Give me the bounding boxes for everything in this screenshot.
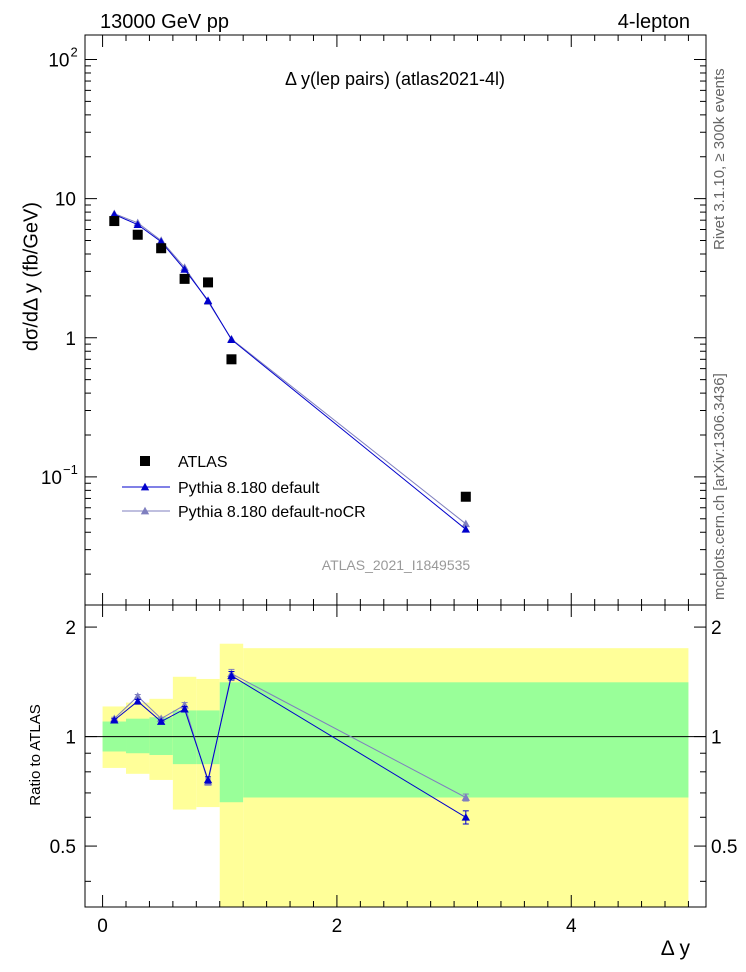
legend-label: ATLAS xyxy=(178,454,228,471)
x-tick-label: 0 xyxy=(97,916,108,937)
ratio-point xyxy=(133,697,142,705)
data-point xyxy=(227,335,236,343)
y-tick-label: 2 xyxy=(65,618,76,639)
y-tick-label: 10 xyxy=(41,468,62,489)
y-tick-label-right: 0.5 xyxy=(711,837,737,858)
y-tick-label: 0.5 xyxy=(50,837,76,858)
y-tick-label-right: 1 xyxy=(711,728,722,749)
data-point xyxy=(461,519,471,528)
data-point xyxy=(461,525,471,533)
uncertainty-bands xyxy=(85,643,706,907)
data-point xyxy=(133,220,142,229)
ratio-frame xyxy=(84,604,707,908)
data-point xyxy=(226,354,237,365)
legend-marker xyxy=(140,506,150,515)
x-axis-label: Δ y xyxy=(661,937,691,960)
rivet-side-label: Rivet 3.1.10, ≥ 300k events xyxy=(711,68,728,250)
y-tick-label: 10 xyxy=(55,190,76,211)
x-tick-label: 2 xyxy=(332,916,343,937)
legend-item: Pythia 8.180 default xyxy=(122,480,320,497)
data-point xyxy=(179,273,190,284)
y-tick-label: 10 xyxy=(48,50,69,71)
inner-band xyxy=(196,710,220,765)
energy-label: 13000 GeV pp xyxy=(100,11,229,33)
mcplots-side-label: mcplots.cern.ch [arXiv:1306.3436] xyxy=(711,373,728,600)
legend-item: Pythia 8.180 default-noCR xyxy=(122,504,366,521)
main-y-axis-label: dσ/dΔ y (fb/GeV) xyxy=(20,202,42,351)
ratio-y-axis-label: Ratio to ATLAS xyxy=(27,704,44,805)
main-title: Δ y(lep pairs) (atlas2021-4l) xyxy=(285,69,505,89)
data-point xyxy=(156,243,167,254)
y-tick-label-exponent: 2 xyxy=(71,44,78,59)
ratio-point xyxy=(203,775,213,784)
data-point xyxy=(132,229,143,240)
data-point xyxy=(110,210,119,218)
ratio-panel: 0.5 0.5 1 1 2 2 0 2 4 Ratio to ATLAS Δ y xyxy=(27,604,737,960)
inner-band xyxy=(219,682,244,803)
ratio-point xyxy=(461,793,471,801)
y-tick-label-exponent: −1 xyxy=(63,462,78,477)
ratio-point xyxy=(156,717,166,725)
data-point xyxy=(203,277,214,288)
ratio-point xyxy=(110,715,119,724)
ratio-series-pythia-default xyxy=(110,670,471,825)
legend: ATLAS Pythia 8.180 default Pythia 8.180 de… xyxy=(122,454,366,521)
data-point xyxy=(203,296,213,304)
inner-band xyxy=(172,710,197,765)
series-pythia-default xyxy=(110,210,471,533)
inner-band xyxy=(126,718,150,754)
legend-marker xyxy=(140,456,150,466)
legend-item: ATLAS xyxy=(140,454,228,471)
ratio-point xyxy=(461,813,471,821)
ratio-point xyxy=(133,692,142,700)
y-tick-label: 1 xyxy=(65,728,76,749)
ratio-point xyxy=(180,704,189,713)
legend-label: Pythia 8.180 default-noCR xyxy=(178,504,366,521)
y-tick-label-right: 2 xyxy=(711,618,722,639)
ratio-point xyxy=(227,671,236,680)
x-tick-label: 4 xyxy=(566,916,577,937)
data-point xyxy=(109,216,120,227)
inner-band xyxy=(243,682,689,798)
series-atlas xyxy=(109,216,471,502)
y-tick-label: 1 xyxy=(65,329,76,350)
analysis-id-label: ATLAS_2021_I1849535 xyxy=(322,557,471,573)
ratio-ticks: 0.5 0.5 1 1 2 2 0 2 4 xyxy=(50,605,737,937)
legend-label: Pythia 8.180 default xyxy=(178,480,320,497)
process-label: 4-lepton xyxy=(618,11,690,33)
data-point xyxy=(156,237,166,246)
data-point xyxy=(180,265,189,273)
series-line xyxy=(114,213,467,525)
data-point xyxy=(460,491,471,502)
legend-marker xyxy=(140,482,150,491)
